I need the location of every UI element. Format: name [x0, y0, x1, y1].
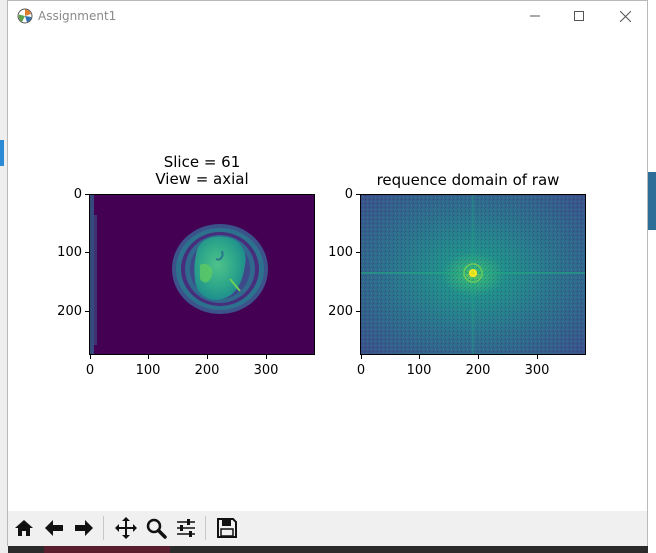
left-ytick-mark-100 — [85, 252, 89, 253]
left-xtick-mark-100 — [148, 355, 149, 359]
navigation-toolbar — [8, 511, 647, 546]
background-window-right — [648, 0, 656, 553]
right-xtick-mark-300 — [537, 355, 538, 359]
background-panel — [648, 172, 656, 230]
right-spectrum-plot[interactable] — [360, 194, 586, 355]
left-xtick-300: 300 — [253, 363, 279, 378]
left-xtick-100: 100 — [135, 363, 161, 378]
left-ytick-0: 0 — [73, 187, 82, 202]
right-ytick-mark-200 — [356, 311, 360, 312]
right-xtick-200: 200 — [465, 363, 491, 378]
right-xtick-mark-100 — [419, 355, 420, 359]
right-xtick-300: 300 — [524, 363, 550, 378]
back-button[interactable] — [40, 514, 68, 542]
configure-subplots-button[interactable] — [172, 514, 200, 542]
zoom-button[interactable] — [142, 514, 170, 542]
figure-canvas[interactable]: Slice = 61 View = axial — [8, 31, 647, 511]
close-button[interactable] — [602, 1, 648, 31]
magnifier-icon — [146, 518, 167, 539]
left-image-plot[interactable] — [89, 194, 315, 355]
right-ytick-mark-0 — [356, 194, 360, 195]
right-xtick-mark-200 — [478, 355, 479, 359]
minimize-icon — [530, 15, 540, 17]
left-xtick-mark-0 — [90, 355, 91, 359]
left-xtick-mark-300 — [266, 355, 267, 359]
right-ytick-100: 100 — [328, 245, 353, 260]
minimize-button[interactable] — [512, 1, 558, 31]
right-ytick-200: 200 — [328, 304, 353, 319]
left-ytick-200: 200 — [57, 304, 82, 319]
background-taskbar-fragment — [44, 546, 170, 553]
background-accent — [0, 140, 4, 166]
right-axes-title: requence domain of raw — [376, 171, 560, 189]
left-ytick-mark-200 — [85, 311, 89, 312]
left-axes-title: Slice = 61 View = axial — [89, 154, 315, 188]
maximize-button[interactable] — [556, 1, 602, 31]
window-title: Assignment1 — [38, 9, 117, 23]
sliders-icon — [177, 519, 195, 537]
forward-button[interactable] — [70, 514, 98, 542]
floppy-disk-icon — [217, 518, 237, 538]
left-xtick-200: 200 — [194, 363, 220, 378]
toolbar-separator — [103, 516, 104, 540]
home-icon — [15, 520, 33, 536]
matplotlib-icon — [17, 8, 33, 24]
frequency-spectrum-image — [361, 195, 585, 354]
maximize-icon — [574, 11, 584, 21]
arrow-left-icon — [45, 520, 63, 536]
left-xtick-mark-200 — [207, 355, 208, 359]
toolbar-separator — [205, 516, 206, 540]
brain-slice-image — [90, 195, 314, 354]
app-window: Assignment1 Slice = 61 View = axial — [7, 0, 648, 546]
right-ytick-mark-100 — [356, 252, 360, 253]
right-xtick-100: 100 — [406, 363, 432, 378]
right-xtick-0: 0 — [356, 363, 366, 378]
right-ytick-0: 0 — [344, 187, 353, 202]
left-title-line1: Slice = 61 — [163, 153, 241, 171]
left-xtick-0: 0 — [85, 363, 95, 378]
background-window-left — [0, 0, 8, 553]
left-title-line2: View = axial — [155, 170, 249, 188]
arrow-right-icon — [75, 520, 93, 536]
left-ytick-mark-0 — [85, 194, 89, 195]
move-icon — [115, 517, 137, 539]
home-button[interactable] — [10, 514, 38, 542]
title-bar: Assignment1 — [8, 1, 647, 31]
left-ytick-100: 100 — [57, 245, 82, 260]
pan-button[interactable] — [112, 514, 140, 542]
save-button[interactable] — [213, 514, 241, 542]
close-icon — [619, 10, 631, 22]
right-xtick-mark-0 — [361, 355, 362, 359]
